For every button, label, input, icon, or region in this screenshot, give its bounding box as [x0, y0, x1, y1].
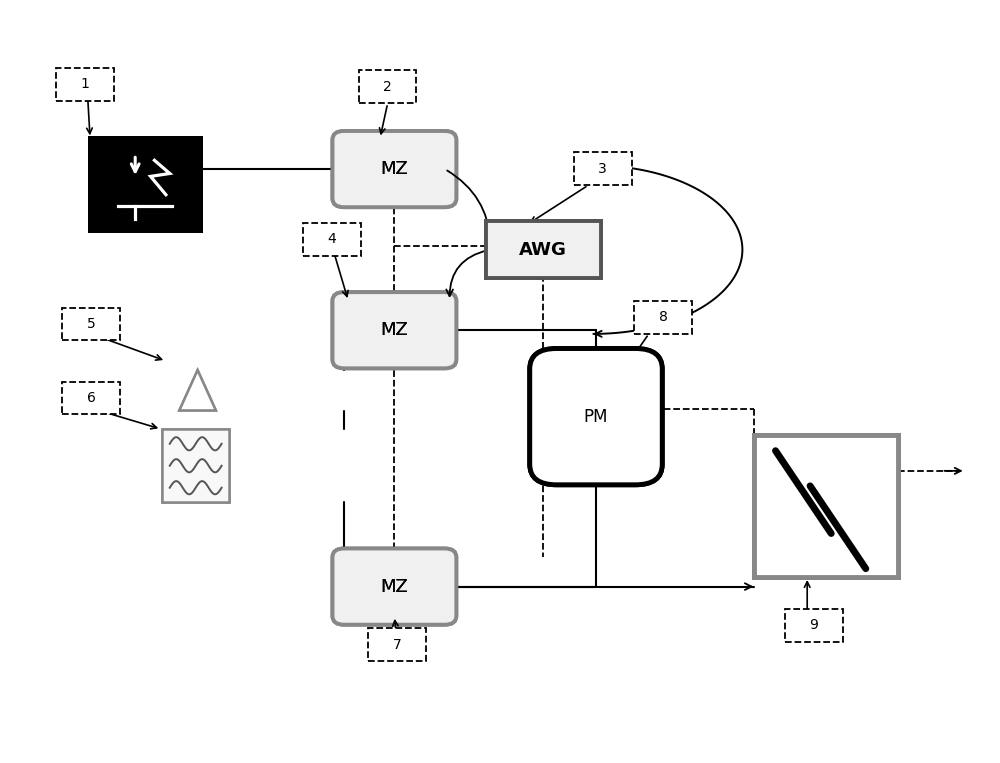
FancyBboxPatch shape [332, 549, 456, 625]
FancyBboxPatch shape [486, 221, 601, 278]
Text: 7: 7 [393, 638, 402, 652]
FancyBboxPatch shape [90, 138, 200, 230]
FancyBboxPatch shape [56, 68, 114, 101]
Text: MZ: MZ [381, 160, 408, 178]
Text: 9: 9 [809, 618, 818, 632]
FancyBboxPatch shape [332, 549, 456, 625]
FancyBboxPatch shape [332, 131, 456, 208]
FancyBboxPatch shape [303, 223, 361, 256]
Text: MZ: MZ [381, 321, 408, 340]
Text: 5: 5 [87, 317, 95, 331]
Text: MZ: MZ [381, 321, 408, 340]
FancyBboxPatch shape [754, 435, 898, 578]
Text: MZ: MZ [381, 578, 408, 596]
FancyBboxPatch shape [574, 153, 632, 185]
Text: 4: 4 [328, 232, 336, 246]
Polygon shape [179, 370, 216, 410]
FancyBboxPatch shape [332, 131, 456, 208]
FancyBboxPatch shape [530, 349, 662, 485]
Text: 6: 6 [87, 391, 95, 405]
FancyBboxPatch shape [162, 429, 229, 502]
FancyBboxPatch shape [332, 292, 456, 369]
FancyBboxPatch shape [332, 292, 456, 369]
FancyBboxPatch shape [62, 307, 120, 340]
FancyBboxPatch shape [754, 435, 898, 578]
Text: MZ: MZ [381, 160, 408, 178]
FancyBboxPatch shape [90, 138, 200, 230]
Text: MZ: MZ [381, 578, 408, 596]
Text: PM: PM [584, 407, 608, 426]
Text: 3: 3 [598, 162, 607, 175]
Text: AWG: AWG [519, 240, 567, 259]
FancyBboxPatch shape [62, 382, 120, 414]
FancyBboxPatch shape [634, 301, 692, 334]
Text: 2: 2 [383, 79, 392, 94]
FancyBboxPatch shape [785, 609, 843, 642]
Text: PM: PM [584, 407, 608, 426]
FancyBboxPatch shape [368, 629, 426, 662]
Text: 1: 1 [81, 78, 90, 92]
Polygon shape [179, 370, 216, 410]
FancyBboxPatch shape [486, 221, 601, 278]
FancyBboxPatch shape [530, 349, 662, 485]
FancyBboxPatch shape [162, 429, 229, 502]
FancyBboxPatch shape [359, 70, 416, 103]
Text: 8: 8 [659, 311, 668, 324]
Text: AWG: AWG [519, 240, 567, 259]
